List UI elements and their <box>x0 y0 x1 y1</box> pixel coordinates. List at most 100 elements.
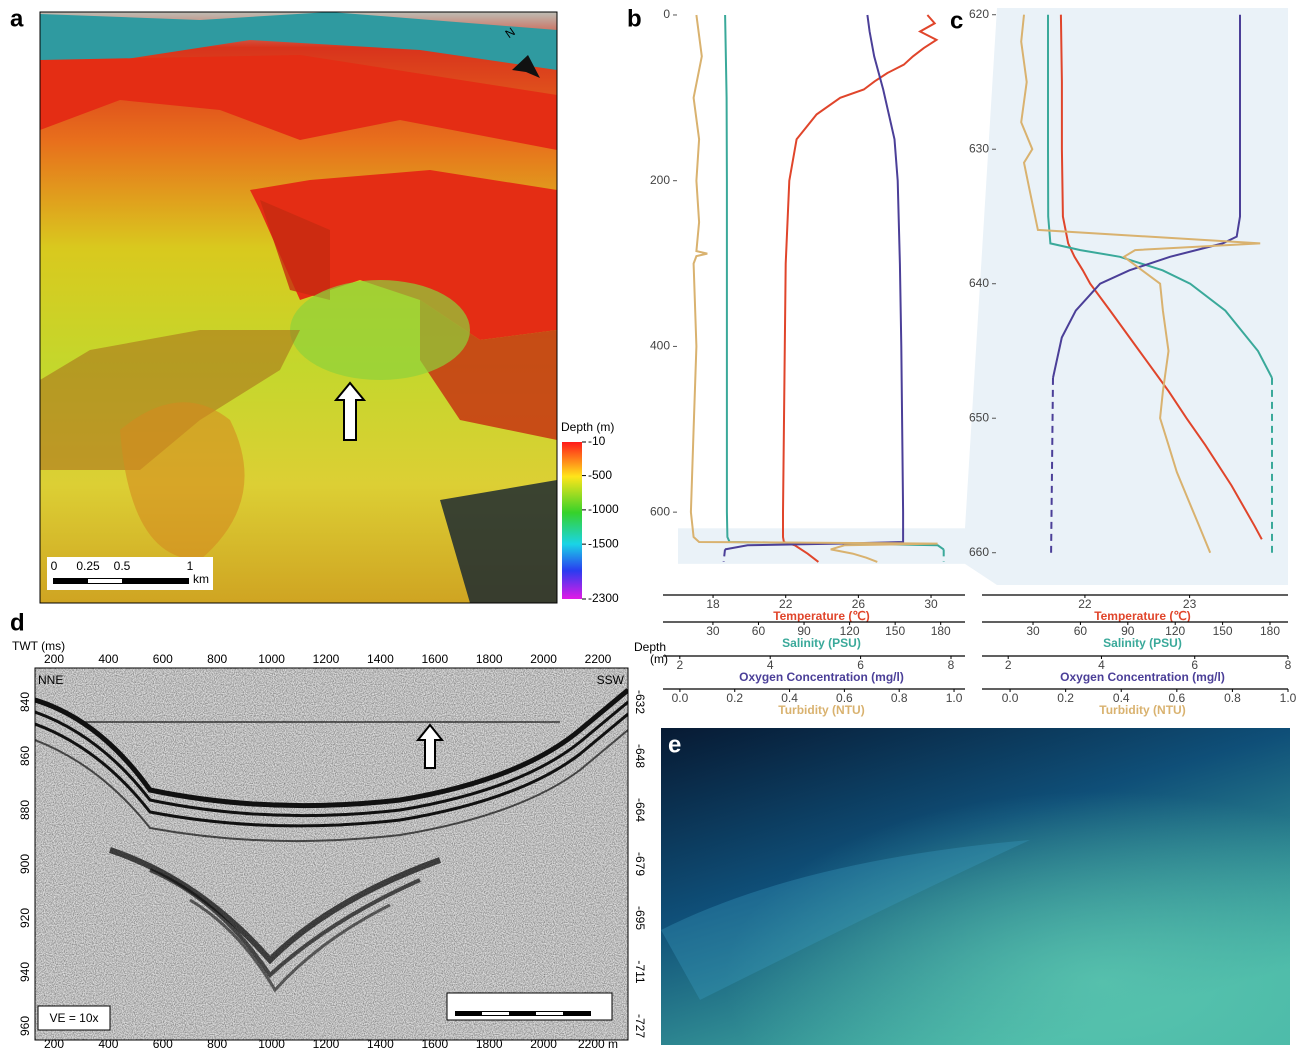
profile-line <box>725 15 903 549</box>
plot-background <box>997 8 1288 585</box>
bathymetry-map <box>40 12 557 603</box>
ve-label: VE = 10x <box>49 1011 98 1025</box>
y-tick-label: 200 <box>650 173 670 187</box>
y-tick-label: 650 <box>969 410 989 424</box>
x-axis-title: Turbidity (NTU) <box>778 703 864 717</box>
bottom-tick-label: 400 <box>98 1037 118 1048</box>
colorbar-label: -1500 <box>588 536 619 550</box>
colorbar-label: -2300 <box>588 591 619 605</box>
x-tick-label: 22 <box>1078 597 1092 611</box>
left-tick-label: 880 <box>18 800 32 820</box>
left-tick-label: 840 <box>18 692 32 712</box>
seismic-scale-segment <box>482 1012 509 1015</box>
panel-label: a <box>10 5 24 32</box>
panel-label: c <box>950 7 963 34</box>
x-axis-title: Temperature (℃) <box>1094 609 1191 623</box>
x-tick-label: 1.0 <box>946 691 963 705</box>
bottom-tick-label: 600 <box>153 1037 173 1048</box>
x-tick-label: 60 <box>1074 624 1088 638</box>
y-tick-label: 600 <box>650 504 670 518</box>
colorbar-label: -500 <box>588 468 612 482</box>
x-tick-label: 150 <box>885 624 905 638</box>
photo-light <box>661 728 1290 1045</box>
scale-label: 0 <box>51 559 58 573</box>
colorbar-title: Depth (m) <box>561 420 614 434</box>
bottom-tick-label: 800 <box>207 1037 227 1048</box>
page: {"panel_labels": ["a", "b", "c", "d", "e… <box>0 0 1309 1048</box>
top-tick-label: 1600 <box>421 652 448 666</box>
x-tick-label: 8 <box>948 658 955 672</box>
ssw-label: SSW <box>597 673 625 687</box>
map-basin <box>290 280 470 380</box>
profile-line <box>725 15 944 549</box>
top-tick-label: 1200 <box>313 652 340 666</box>
figure: N 00.250.51 km Depth (m) -10-500-1000-15… <box>0 0 1309 1048</box>
top-tick-label: 1800 <box>476 652 503 666</box>
x-axis-title: Temperature (℃) <box>773 609 870 623</box>
right-tick-label: -679 <box>633 852 647 876</box>
right-tick-label: -695 <box>633 906 647 930</box>
x-tick-label: 2 <box>676 658 683 672</box>
profile-line <box>783 15 937 562</box>
bottom-tick-label: 2200 m <box>578 1037 618 1048</box>
panel-label: d <box>10 609 25 636</box>
x-tick-label: 0.0 <box>1002 691 1019 705</box>
colorbar <box>562 442 582 599</box>
x-tick-label: 0.0 <box>672 691 689 705</box>
scale-label: 1 <box>187 559 194 573</box>
top-tick-label: 800 <box>207 652 227 666</box>
panel-label: b <box>627 5 642 32</box>
left-tick-label: 920 <box>18 908 32 928</box>
seismic-scale-segment <box>536 1012 563 1015</box>
x-tick-label: 8 <box>1285 658 1292 672</box>
colorbar-label: -1000 <box>588 502 619 516</box>
scale-label: 0.5 <box>114 559 131 573</box>
zoom-region <box>678 528 965 564</box>
x-axis-title: Turbidity (NTU) <box>1099 703 1185 717</box>
x-tick-label: 30 <box>1026 624 1040 638</box>
left-tick-label: 940 <box>18 962 32 982</box>
y-tick-label: 660 <box>969 545 989 559</box>
top-tick-label: 2200 <box>585 652 612 666</box>
right-tick-label: -727 <box>633 1014 647 1038</box>
colorbar-label: -10 <box>588 434 606 448</box>
bottom-tick-label: 1200 <box>313 1037 340 1048</box>
bottom-tick-label: 1400 <box>367 1037 394 1048</box>
top-tick-label: 400 <box>98 652 118 666</box>
colorbar-ticks: -10 -500 -1000 -1500 -2300 <box>582 434 619 605</box>
right-tick-label: -664 <box>633 798 647 822</box>
zoom-connector <box>965 8 997 585</box>
top-tick-label: 200 <box>44 652 64 666</box>
left-tick-label: 960 <box>18 1016 32 1036</box>
x-tick-label: 0.2 <box>1057 691 1074 705</box>
x-tick-label: 30 <box>924 597 938 611</box>
bottom-tick-label: 1000 <box>258 1037 285 1048</box>
bottom-tick-label: 1600 <box>421 1037 448 1048</box>
x-tick-label: 2 <box>1005 658 1012 672</box>
bottom-tick-label: 1800 <box>476 1037 503 1048</box>
x-tick-label: 60 <box>752 624 766 638</box>
right-tick-label: -648 <box>633 744 647 768</box>
scale-unit: km <box>193 572 209 586</box>
top-tick-label: 1400 <box>367 652 394 666</box>
top-tick-label: 2000 <box>530 652 557 666</box>
scale-bar-segment <box>88 579 122 583</box>
bottom-tick-label: 2000 <box>530 1037 557 1048</box>
y-tick-label: 0 <box>663 7 670 21</box>
depth-axis-title: Depth(m) <box>634 640 668 666</box>
x-tick-label: 18 <box>706 597 720 611</box>
x-tick-label: 180 <box>931 624 951 638</box>
x-axis-title: Oxygen Concentration (mg/l) <box>1060 670 1225 684</box>
y-tick-label: 620 <box>969 7 989 21</box>
nne-label: NNE <box>38 673 63 687</box>
y-tick-label: 630 <box>969 141 989 155</box>
top-tick-label: 1000 <box>258 652 285 666</box>
left-tick-label: 900 <box>18 854 32 874</box>
left-tick-label: 860 <box>18 746 32 766</box>
bottom-tick-label: 200 <box>44 1037 64 1048</box>
x-tick-label: 1.0 <box>1280 691 1297 705</box>
x-tick-label: 180 <box>1260 624 1280 638</box>
x-tick-label: 150 <box>1213 624 1233 638</box>
body: N 00.250.51 km Depth (m) -10-500-1000-15… <box>0 0 1309 1048</box>
